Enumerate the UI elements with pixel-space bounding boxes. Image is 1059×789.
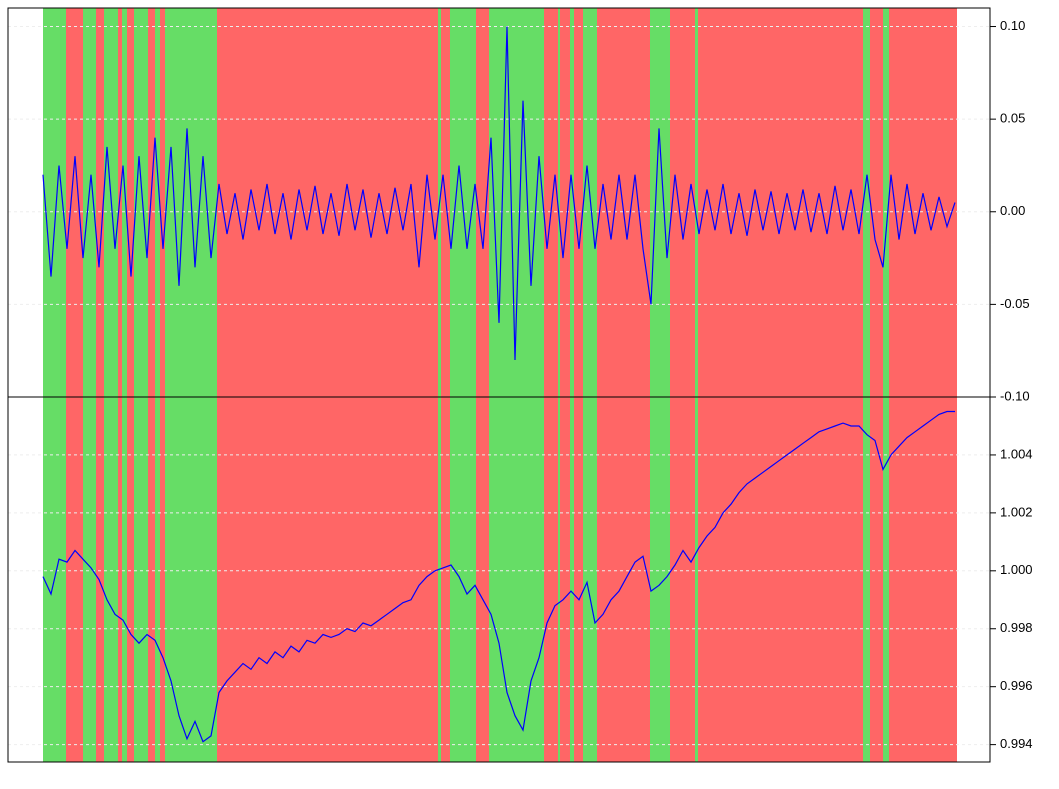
regime-band: [217, 397, 438, 762]
regime-band: [489, 397, 544, 762]
plot-border: [7, 7, 991, 763]
regime-band: [155, 397, 160, 762]
y-tick-label: 1.004: [1000, 446, 1033, 461]
regime-band: [66, 397, 83, 762]
series-line: [42, 26, 956, 361]
regime-band: [165, 397, 217, 762]
regime-band: [83, 397, 96, 762]
y-tick-label: 0.998: [1000, 620, 1033, 635]
regime-band: [217, 8, 438, 397]
y-tick-label: 0.00: [1000, 203, 1025, 218]
y-tick-label: -0.05: [1000, 296, 1030, 311]
y-tick-label: 0.10: [1000, 18, 1025, 33]
regime-band: [558, 8, 560, 397]
regime-band: [870, 397, 883, 762]
regime-band: [104, 397, 118, 762]
regime-band: [889, 397, 957, 762]
regime-band: [122, 8, 127, 397]
regime-band: [544, 8, 558, 397]
regime-band: [574, 397, 583, 762]
regime-band: [134, 397, 148, 762]
regime-band: [118, 397, 122, 762]
regime-band: [476, 8, 489, 397]
regime-band: [450, 397, 476, 762]
regime-band: [476, 397, 489, 762]
regime-band: [870, 8, 883, 397]
regime-band: [883, 8, 889, 397]
regime-band: [570, 8, 574, 397]
regime-band: [148, 397, 155, 762]
regime-band: [148, 8, 155, 397]
regime-band: [695, 8, 698, 397]
regime-band: [889, 8, 957, 397]
regime-band: [863, 397, 870, 762]
regime-band: [558, 397, 560, 762]
regime-band: [127, 397, 134, 762]
regime-band: [583, 397, 597, 762]
regime-band: [574, 8, 583, 397]
regime-band: [96, 8, 104, 397]
regime-band: [155, 8, 160, 397]
regime-band: [489, 8, 544, 397]
y-tick-label: 0.05: [1000, 111, 1025, 126]
regime-band: [695, 397, 698, 762]
regime-band: [127, 8, 134, 397]
regime-band: [560, 397, 570, 762]
regime-band: [134, 8, 148, 397]
regime-band: [438, 397, 441, 762]
y-tick-label: 0.996: [1000, 678, 1033, 693]
regime-band: [650, 397, 670, 762]
series-line: [42, 410, 955, 743]
y-tick-label: 1.000: [1000, 562, 1033, 577]
regime-band: [570, 397, 574, 762]
y-tick-label: -0.10: [1000, 388, 1030, 403]
regime-band: [160, 397, 165, 762]
regime-band: [560, 8, 570, 397]
regime-band: [670, 8, 695, 397]
regime-band: [597, 8, 650, 397]
regime-band: [863, 8, 870, 397]
regime-band: [698, 397, 863, 762]
regime-band: [650, 8, 670, 397]
regime-band: [544, 397, 558, 762]
regime-band: [883, 397, 889, 762]
regime-band: [66, 8, 83, 397]
regime-band: [43, 8, 66, 397]
regime-band: [441, 397, 450, 762]
y-tick-label: 0.994: [1000, 736, 1033, 751]
regime-band: [670, 397, 695, 762]
regime-band: [160, 8, 165, 397]
regime-band: [122, 397, 127, 762]
regime-band: [597, 397, 650, 762]
regime-band: [83, 8, 96, 397]
y-tick-label: 1.002: [1000, 504, 1033, 519]
regime-band: [96, 397, 104, 762]
